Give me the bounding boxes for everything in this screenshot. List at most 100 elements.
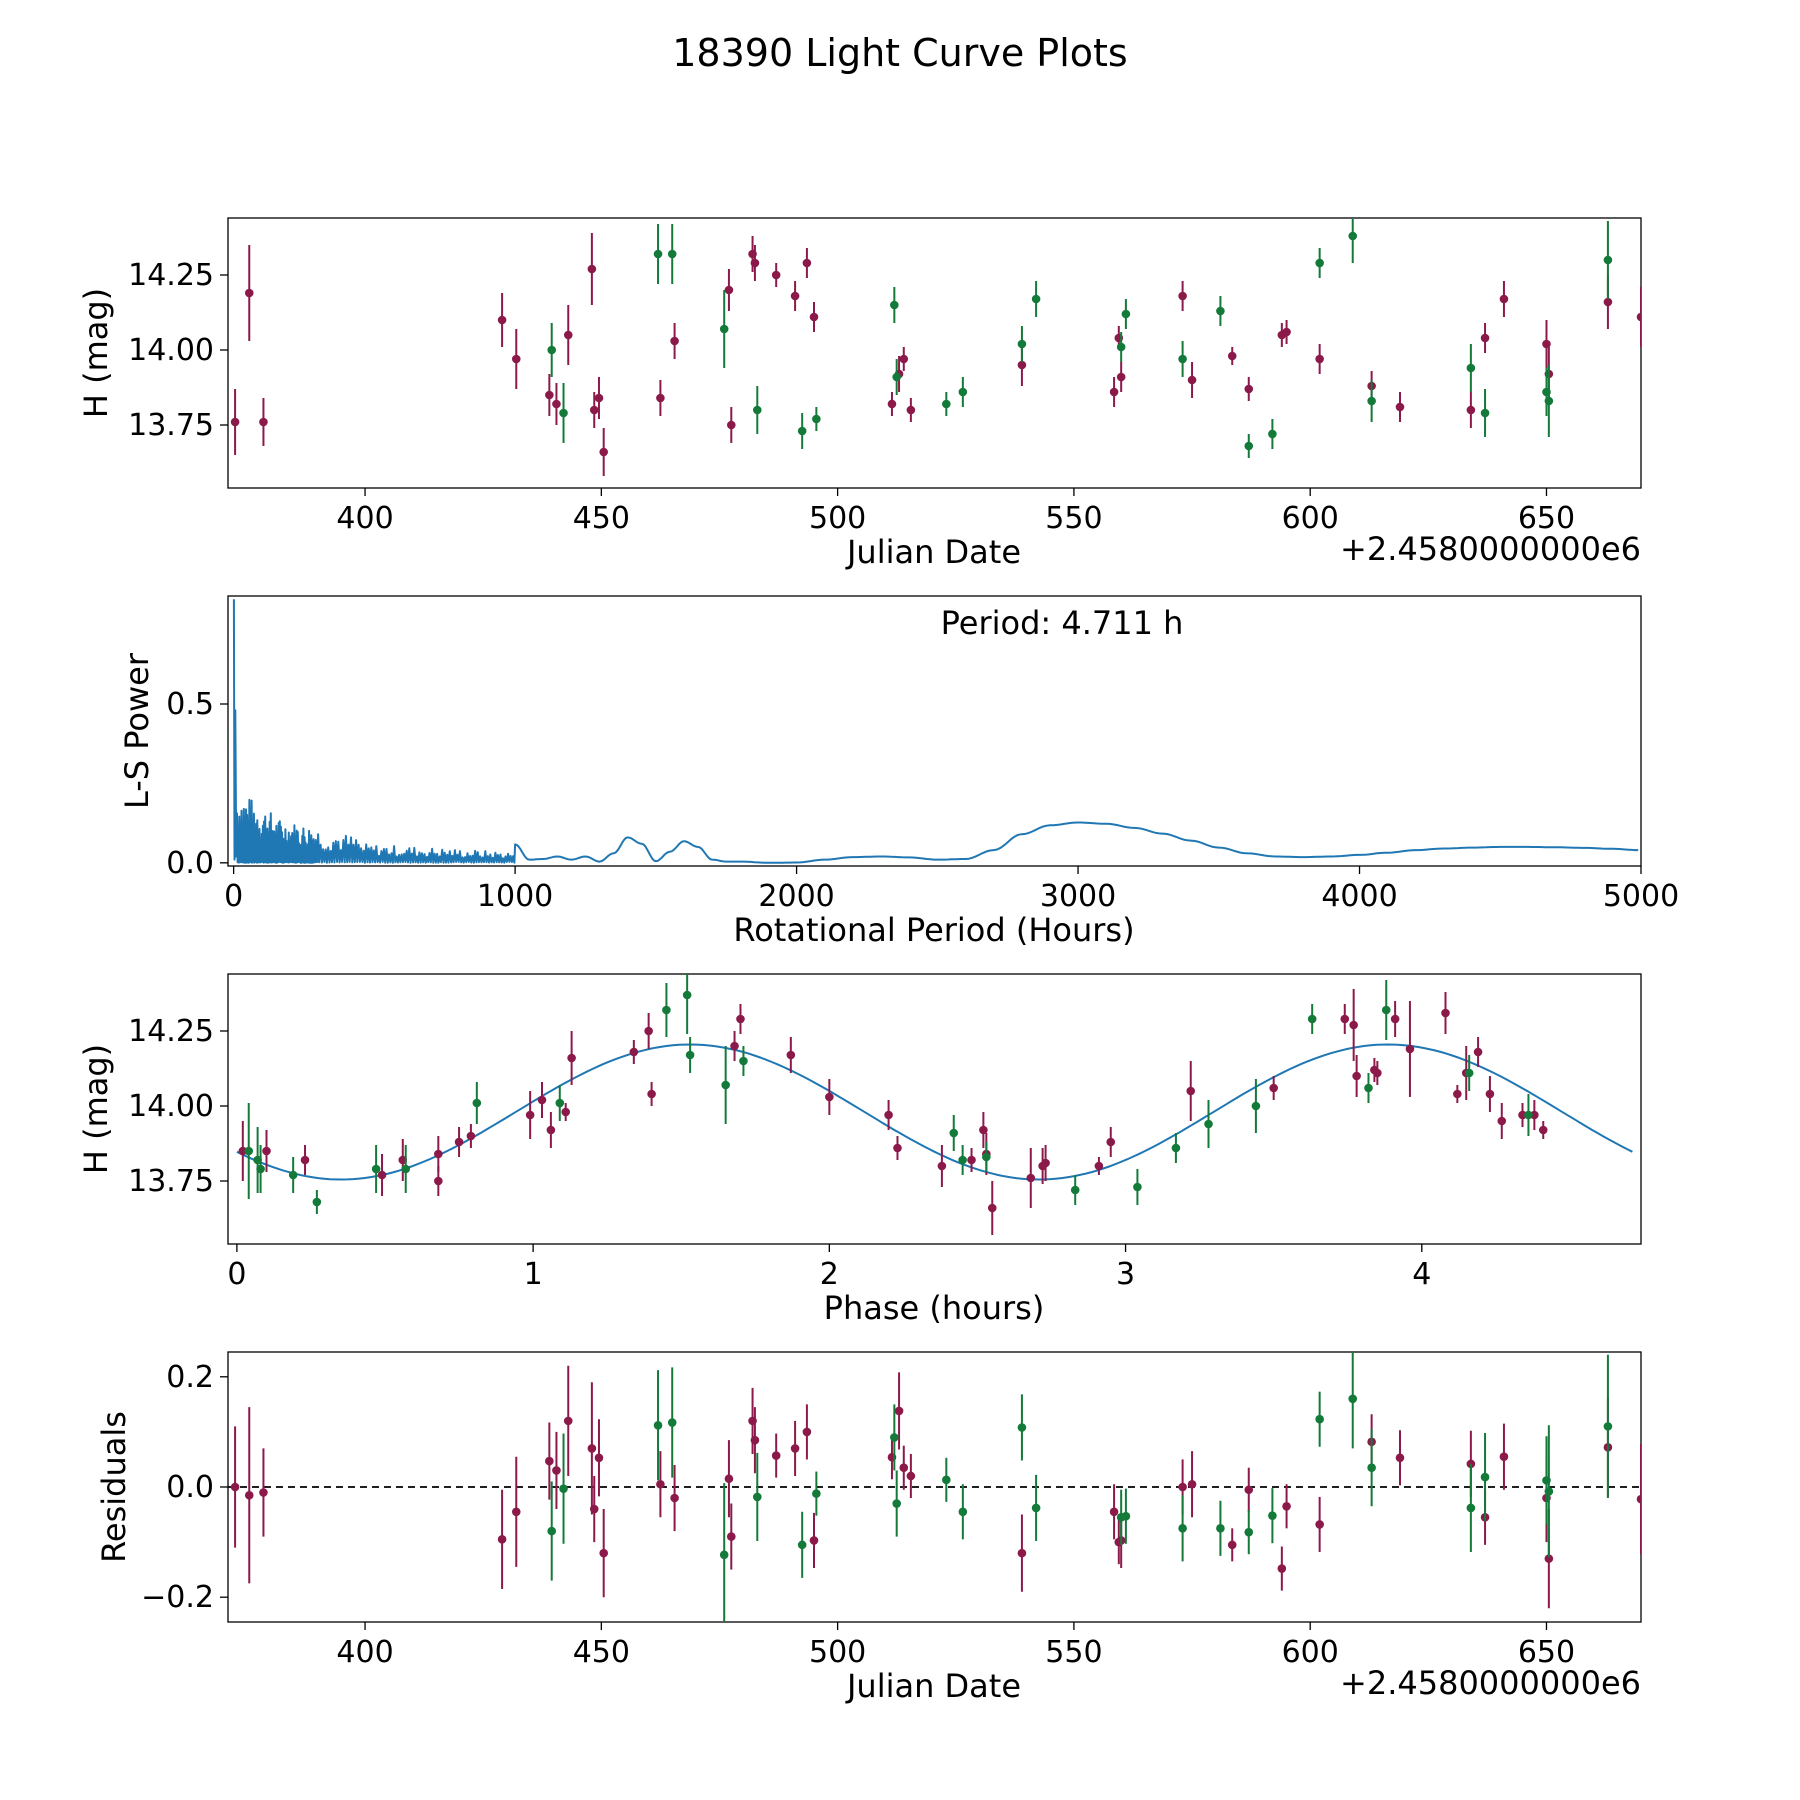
data-point xyxy=(906,405,916,415)
data-point xyxy=(730,1041,739,1051)
offset-text-lightcurve: +2.4580000000e6 xyxy=(1340,530,1641,568)
data-point xyxy=(1367,1463,1376,1473)
data-point xyxy=(559,1484,568,1493)
data-point xyxy=(1244,1527,1254,1537)
ticks-periodogram: 0 1000 2000 3000 4000 5000 0.0 0.5 xyxy=(166,687,1679,914)
data-point xyxy=(1441,1008,1450,1018)
ticks-phased: 0 1 2 3 4 13.75 14.00 14.25 xyxy=(128,1014,1431,1292)
data-point xyxy=(525,1110,535,1120)
data-point xyxy=(1017,1423,1027,1432)
data-point xyxy=(982,1152,991,1162)
data-point xyxy=(726,420,736,430)
data-point xyxy=(1041,1158,1050,1168)
x-tick-label: 550 xyxy=(1045,501,1102,536)
data-point xyxy=(790,1444,800,1453)
data-point xyxy=(786,1050,796,1060)
data-point xyxy=(1497,1116,1507,1126)
data-point xyxy=(1530,1110,1539,1120)
x-tick-label: 500 xyxy=(809,501,866,536)
data-point xyxy=(454,1137,464,1147)
data-point xyxy=(561,1107,570,1117)
data-point xyxy=(1251,1101,1261,1111)
data-point xyxy=(259,1488,268,1497)
data-point xyxy=(752,405,762,415)
data-point xyxy=(1367,396,1376,406)
data-point xyxy=(552,399,561,409)
data-point xyxy=(511,354,521,364)
data-point xyxy=(545,1456,554,1466)
data-point xyxy=(238,1146,248,1156)
y-tick-label: 0.5 xyxy=(166,687,214,722)
ticks-lightcurve: 400 450 500 550 600 650 13.75 14.00 14.25 xyxy=(128,258,1575,536)
x-tick-label: 2000 xyxy=(758,879,834,914)
data-point xyxy=(1315,258,1324,268)
data-point xyxy=(1227,351,1237,361)
data-point xyxy=(809,312,819,322)
plot-area-lightcurve xyxy=(230,218,1641,476)
x-tick-label: 1 xyxy=(524,1257,543,1292)
x-tick-label: 650 xyxy=(1518,1635,1575,1670)
data-point xyxy=(958,387,968,397)
data-point xyxy=(1373,1068,1382,1078)
data-point xyxy=(1121,309,1131,319)
data-point xyxy=(906,1471,916,1481)
plot-area-residuals xyxy=(228,1352,1641,1622)
data-point xyxy=(1282,1501,1291,1511)
data-point xyxy=(797,426,807,436)
data-point xyxy=(1480,1472,1490,1482)
data-point xyxy=(563,1416,573,1426)
data-point xyxy=(537,1095,547,1105)
data-point xyxy=(987,1203,997,1213)
data-point xyxy=(1017,360,1027,370)
data-point xyxy=(1315,1520,1324,1529)
period-annotation: Period: 4.711 h xyxy=(941,604,1184,642)
data-point xyxy=(563,330,573,340)
data-point xyxy=(802,258,812,268)
data-point xyxy=(546,1125,556,1135)
data-point xyxy=(719,1550,729,1560)
data-point xyxy=(1178,291,1187,301)
data-point xyxy=(750,258,760,268)
y-tick-label: 0.0 xyxy=(166,1470,214,1505)
data-point xyxy=(594,1453,604,1463)
data-point xyxy=(371,1164,381,1174)
data-point xyxy=(1485,1089,1495,1099)
data-point xyxy=(1121,1511,1131,1521)
x-tick-label: 4 xyxy=(1412,1257,1431,1292)
data-point xyxy=(1204,1119,1213,1129)
data-point xyxy=(1315,1414,1324,1424)
y-tick-label: 0.2 xyxy=(166,1360,214,1395)
data-point xyxy=(1268,429,1277,439)
data-point xyxy=(497,1535,507,1544)
data-point xyxy=(1466,363,1476,373)
data-point xyxy=(1544,1554,1554,1563)
x-tick-label: 4000 xyxy=(1321,879,1397,914)
ylabel-phased: H (mag) xyxy=(77,1044,115,1174)
data-point xyxy=(899,354,909,364)
data-point xyxy=(958,1507,968,1517)
data-point xyxy=(1133,1182,1142,1192)
x-tick-label: 600 xyxy=(1282,1635,1339,1670)
panel-lightcurve: 400 450 500 550 600 650 13.75 14.00 14.25 Julian… xyxy=(77,217,1642,571)
data-point xyxy=(587,1444,597,1453)
data-point xyxy=(1542,339,1551,349)
axes-frame-lightcurve xyxy=(227,217,1642,489)
data-point xyxy=(892,1499,901,1508)
data-point xyxy=(719,324,729,334)
x-tick-label: 450 xyxy=(573,501,630,536)
data-point xyxy=(1017,1548,1027,1558)
data-point xyxy=(894,1406,904,1416)
x-tick-label: 450 xyxy=(573,1635,630,1670)
data-point xyxy=(724,285,734,295)
x-tick-label: 650 xyxy=(1518,501,1575,536)
data-point xyxy=(1187,375,1197,385)
data-point xyxy=(1348,1394,1358,1404)
data-point xyxy=(1364,1083,1373,1093)
data-point xyxy=(1178,1482,1187,1492)
axes-frame-phased xyxy=(227,973,1642,1245)
xlabel-periodogram: Rotational Period (Hours) xyxy=(733,911,1134,949)
data-point xyxy=(594,393,604,403)
data-point xyxy=(812,414,821,424)
data-point xyxy=(1603,255,1613,265)
data-point xyxy=(739,1056,748,1066)
